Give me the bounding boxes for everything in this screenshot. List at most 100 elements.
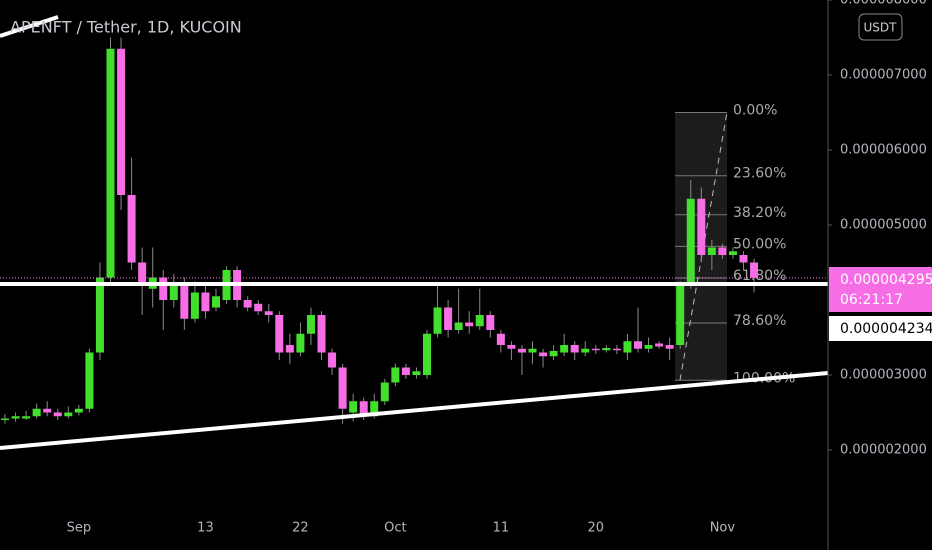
candle-body xyxy=(201,292,210,312)
candle-body xyxy=(612,348,621,351)
candle-body xyxy=(412,371,421,375)
y-tick-label: 0.000003000 xyxy=(840,368,927,383)
candle-body xyxy=(665,345,674,349)
candle-body xyxy=(53,412,62,417)
chart-title: APENFT / Tether, 1D, KUCOIN xyxy=(10,18,242,37)
candle-body xyxy=(317,315,326,353)
candle-body xyxy=(475,315,484,327)
candle-body xyxy=(644,345,653,349)
trend-line xyxy=(0,15,59,38)
candle-body xyxy=(264,311,273,315)
currency-button[interactable] xyxy=(858,13,903,41)
candle-body xyxy=(349,401,358,413)
candle-body xyxy=(560,345,569,353)
candles xyxy=(1,37,759,424)
candle-body xyxy=(444,307,453,330)
x-tick-label: 11 xyxy=(493,521,510,536)
candle-body xyxy=(655,343,664,347)
candle-body xyxy=(370,401,379,417)
candle-body xyxy=(106,48,115,278)
candle-body xyxy=(539,352,548,357)
candle-body xyxy=(212,296,220,308)
candle-body xyxy=(549,351,558,357)
candle-body xyxy=(243,300,252,308)
x-tick-label: Sep xyxy=(67,521,92,536)
candle-body xyxy=(74,408,83,413)
countdown: 06:21:17 xyxy=(840,292,903,308)
candle-body xyxy=(95,277,104,353)
candle-body xyxy=(11,416,20,419)
currency-label: USDT xyxy=(864,21,898,35)
candle-body xyxy=(169,285,178,300)
candle-body xyxy=(718,247,727,255)
candle-body xyxy=(1,418,9,420)
x-tick-label: Nov xyxy=(710,521,736,536)
fib-label: 38.20% xyxy=(733,205,786,221)
candle-body xyxy=(306,315,315,334)
candle-body xyxy=(64,412,73,417)
line-price: 0.000004234 xyxy=(840,321,932,337)
candle-body xyxy=(328,352,337,368)
y-tick-label: 0.000002000 xyxy=(840,443,927,458)
fib-label: 61.80% xyxy=(733,268,786,284)
candle-body xyxy=(517,348,526,353)
candle-body xyxy=(401,367,410,375)
last-price-box xyxy=(829,267,932,312)
candle-body xyxy=(359,401,368,417)
time-axis: Sep 13 22 Oct 11 20 Nov xyxy=(67,521,736,536)
candle-body xyxy=(380,382,389,402)
candle-body xyxy=(32,408,41,417)
fib-label: 0.00% xyxy=(733,103,777,119)
fib-label: 23.60% xyxy=(733,166,786,182)
y-tick-label: 0.000008000 xyxy=(840,0,927,8)
candle-body xyxy=(275,315,284,353)
candle-body xyxy=(138,262,147,285)
candle-body xyxy=(707,247,716,255)
candle-body xyxy=(423,333,431,375)
last-price: 0.000004295 xyxy=(840,272,932,288)
x-tick-label: Oct xyxy=(384,521,406,536)
candle-body xyxy=(739,255,748,263)
candle-body xyxy=(581,348,590,353)
fib-label: 50.00% xyxy=(733,236,786,252)
candle-body xyxy=(338,367,347,409)
y-tick-label: 0.000007000 xyxy=(840,68,927,83)
x-tick-label: 22 xyxy=(292,521,309,536)
candle-body xyxy=(254,303,263,312)
candle-body xyxy=(22,416,31,419)
x-tick-label: 20 xyxy=(588,521,605,536)
candle-body xyxy=(486,315,495,330)
candle-body xyxy=(496,333,505,345)
fib-label: 78.60% xyxy=(733,313,786,329)
candle-body xyxy=(634,341,642,349)
candle-body xyxy=(285,345,294,353)
x-tick-label: 13 xyxy=(197,521,214,536)
candle-body xyxy=(433,307,442,334)
candle-body xyxy=(465,322,474,327)
y-tick-label: 0.000006000 xyxy=(840,143,927,158)
candle-body xyxy=(686,198,695,285)
price-axis: 0.000008000 0.000007000 0.000006000 0.00000… xyxy=(828,0,927,458)
candle-body xyxy=(697,198,706,255)
candle-body xyxy=(602,348,611,351)
candle-body xyxy=(528,348,537,353)
candle-body xyxy=(296,333,305,353)
y-tick-label: 0.000005000 xyxy=(840,218,927,233)
candle-body xyxy=(454,322,463,330)
candle-body xyxy=(623,341,632,353)
candle-body xyxy=(591,348,600,351)
candle-body xyxy=(180,285,189,319)
candle-body xyxy=(159,277,168,300)
candle-body xyxy=(750,262,759,278)
line-price-box xyxy=(829,316,932,341)
candle-body xyxy=(507,345,516,349)
candle-body xyxy=(676,285,685,345)
candle-body xyxy=(728,251,737,255)
candle-body xyxy=(391,367,400,383)
trend-line xyxy=(0,371,829,450)
candle-body xyxy=(85,352,94,409)
candle-body xyxy=(127,195,136,263)
candle-body xyxy=(570,345,579,353)
